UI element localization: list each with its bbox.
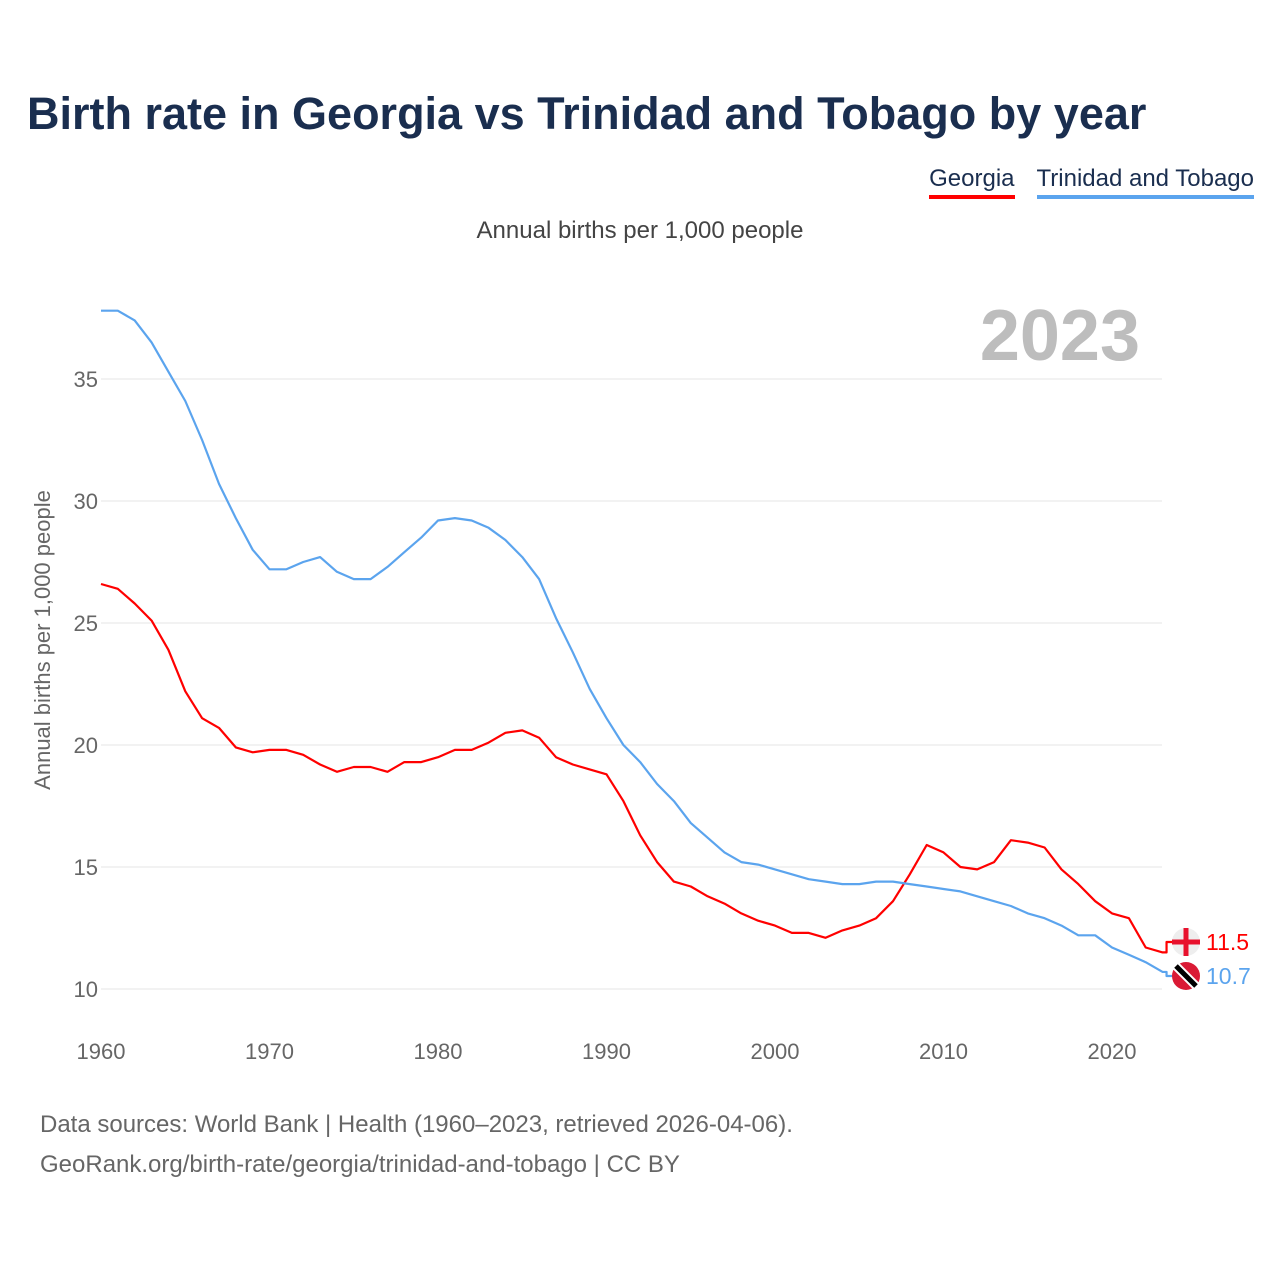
end-value-label: 11.5 xyxy=(1206,929,1249,955)
x-tick-label: 1970 xyxy=(245,1039,294,1064)
x-tick-label: 1990 xyxy=(582,1039,631,1064)
end-value-label: 10.7 xyxy=(1206,963,1251,989)
y-tick-label: 30 xyxy=(74,489,98,514)
y-tick-label: 25 xyxy=(74,611,98,636)
y-axis-label: Annual births per 1,000 people xyxy=(30,490,55,790)
trinidad-flag-stripe xyxy=(1174,964,1198,988)
footer-url: GeoRank.org/birth-rate/georgia/trinidad-… xyxy=(40,1151,680,1178)
chart-title: Birth rate in Georgia vs Trinidad and To… xyxy=(27,88,1147,139)
footer: Data sources: World Bank | Health (1960–… xyxy=(40,1105,793,1185)
x-tick-label: 2020 xyxy=(1088,1039,1137,1064)
x-tick-label: 2000 xyxy=(751,1039,800,1064)
y-tick-label: 10 xyxy=(74,977,98,1002)
y-tick-label: 35 xyxy=(74,367,98,392)
series-line-1 xyxy=(101,309,1175,978)
y-tick-label: 20 xyxy=(74,733,98,758)
y-tick-label: 15 xyxy=(74,855,98,880)
year-watermark: 2023 xyxy=(980,296,1140,376)
chart-subtitle: Annual births per 1,000 people xyxy=(476,217,804,244)
footer-sources: Data sources: World Bank | Health (1960–… xyxy=(40,1111,793,1138)
georgia-flag-cross xyxy=(1183,928,1189,956)
series-line-0 xyxy=(100,582,1175,954)
legend: Georgia Trinidad and Tobago xyxy=(929,165,1254,199)
x-tick-label: 2010 xyxy=(919,1039,968,1064)
legend-georgia[interactable]: Georgia xyxy=(929,165,1015,199)
legend-trinidad[interactable]: Trinidad and Tobago xyxy=(1036,165,1254,199)
x-tick-label: 1960 xyxy=(77,1039,126,1064)
x-tick-label: 1980 xyxy=(414,1039,463,1064)
